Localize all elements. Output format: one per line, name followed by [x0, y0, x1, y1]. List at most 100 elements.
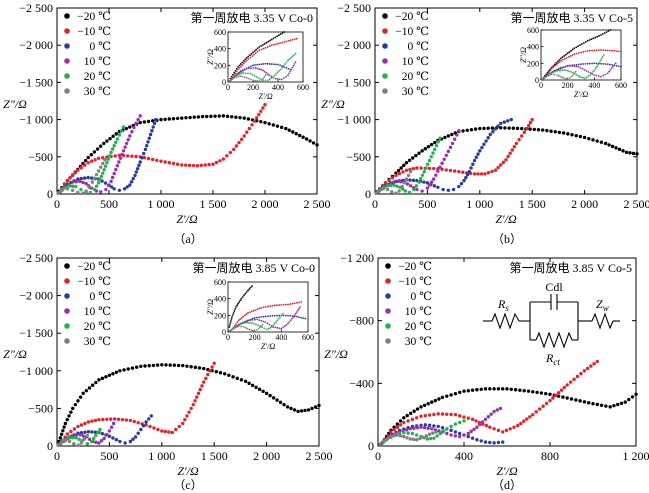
- main-point: [217, 114, 221, 118]
- inset-point: [256, 318, 259, 321]
- inset-point: [291, 302, 294, 305]
- main-point: [480, 420, 485, 424]
- main-point: [222, 372, 227, 376]
- inset-point: [239, 323, 241, 326]
- main-point: [520, 134, 524, 138]
- inset-point: [300, 301, 303, 303]
- main-point: [424, 434, 429, 438]
- inset-point: [258, 49, 261, 52]
- main-point: [548, 398, 552, 403]
- inset-point: [577, 74, 579, 77]
- main-point: [105, 433, 109, 437]
- main-point: [401, 187, 405, 191]
- inset-point: [304, 317, 307, 320]
- inset-point: [236, 74, 239, 77]
- inset-point: [254, 79, 256, 82]
- main-point: [530, 117, 534, 122]
- inset-point: [277, 42, 279, 45]
- main-point: [311, 141, 316, 145]
- inset-point: [606, 63, 609, 66]
- main-point: [237, 140, 241, 145]
- main-point: [414, 153, 418, 158]
- inset-point: [283, 41, 286, 43]
- inset-point: [289, 70, 292, 73]
- main-point: [63, 421, 68, 426]
- main-point: [479, 439, 483, 443]
- inset-point: [253, 50, 256, 52]
- main-point: [107, 434, 112, 438]
- main-point: [526, 389, 531, 393]
- inset-point: [571, 54, 574, 57]
- main-point: [525, 126, 529, 131]
- main-point: [109, 150, 113, 155]
- inset-point: [267, 327, 270, 330]
- y-axis-label: Z″/Ω: [3, 97, 27, 111]
- inset-point: [606, 72, 609, 75]
- inset-point: [243, 321, 245, 324]
- inset-point: [577, 65, 580, 68]
- inset-point: [252, 67, 255, 69]
- main-point: [86, 430, 91, 434]
- main-point: [85, 433, 90, 438]
- inset-point: [603, 32, 606, 34]
- inset-point: [549, 69, 552, 72]
- inset-point: [257, 324, 259, 327]
- main-point: [422, 426, 427, 430]
- main-point: [408, 184, 413, 188]
- main-point: [395, 425, 400, 429]
- main-point: [98, 177, 102, 182]
- main-point: [446, 134, 451, 138]
- x-tick-label: 1 000: [148, 449, 175, 463]
- inset-point: [254, 64, 256, 66]
- main-point: [117, 188, 122, 192]
- main-point: [402, 181, 407, 185]
- main-point: [445, 394, 449, 398]
- main-point: [89, 439, 94, 444]
- inset-point: [614, 62, 617, 65]
- main-point: [390, 190, 394, 194]
- main-point: [109, 185, 114, 189]
- chart-panel-b: 0 500 1 000 1 500 2 000 2 500 −2 500 −2 000 −1 5…: [321, 1, 649, 246]
- inset-point: [287, 322, 289, 325]
- inset-point: [247, 58, 250, 60]
- inset-point: [589, 74, 592, 76]
- main-point: [484, 423, 489, 428]
- inset-point: [279, 316, 281, 318]
- main-point: [119, 129, 124, 133]
- inset-point: [241, 64, 244, 66]
- main-point: [200, 384, 204, 388]
- main-point: [62, 425, 66, 429]
- inset-point: [248, 288, 251, 290]
- inset-point: [280, 304, 283, 306]
- main-point: [443, 135, 447, 140]
- inset-point: [287, 314, 289, 317]
- main-point: [430, 400, 434, 404]
- main-point: [434, 143, 439, 148]
- main-point: [275, 398, 279, 402]
- inset-point: [250, 65, 252, 68]
- main-point: [541, 404, 545, 408]
- main-point: [90, 383, 95, 387]
- inset-point: [270, 77, 273, 80]
- y-tick-label: −1 500: [19, 326, 53, 340]
- main-point: [102, 168, 106, 172]
- inset-point: [264, 315, 267, 318]
- main-point: [282, 402, 286, 407]
- inset-point: [248, 328, 251, 331]
- main-point: [475, 425, 479, 429]
- inset-point: [254, 52, 257, 55]
- chart-title: 第一周放电 3.35 V Co-5: [511, 10, 633, 25]
- main-point: [167, 430, 171, 434]
- main-point: [415, 166, 419, 170]
- main-point: [87, 185, 91, 189]
- legend-marker: [64, 338, 70, 344]
- inset-point: [276, 326, 279, 329]
- main-point: [599, 403, 604, 407]
- main-point: [142, 155, 147, 160]
- main-point: [138, 160, 142, 164]
- main-series-0: [380, 387, 638, 445]
- inset-point: [604, 73, 607, 76]
- main-point: [441, 429, 446, 433]
- main-point: [635, 152, 639, 156]
- main-point: [185, 414, 189, 418]
